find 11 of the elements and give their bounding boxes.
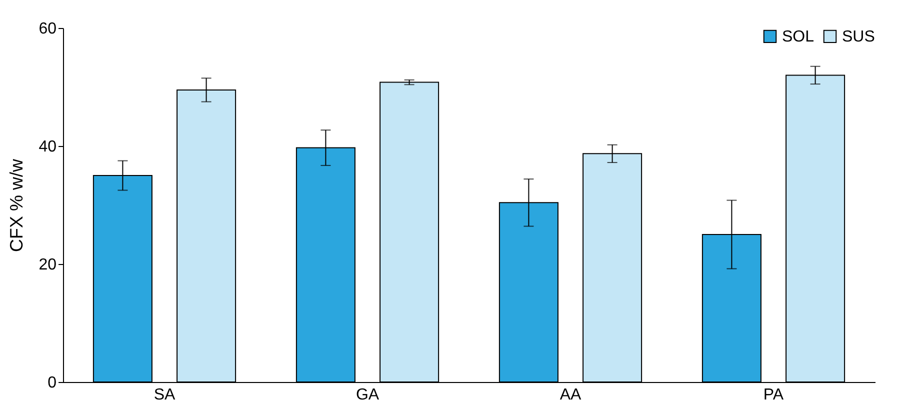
x-tick-label: SA	[154, 386, 176, 404]
x-tick-label: GA	[356, 386, 380, 404]
y-axis-title: CFX % w/w	[6, 158, 27, 252]
legend-label: SOL	[782, 28, 814, 46]
x-tick-label: AA	[560, 386, 582, 404]
y-tick-label: 0	[48, 374, 57, 392]
y-tick-label: 20	[38, 256, 57, 274]
legend-label: SUS	[842, 28, 875, 46]
y-tick-label: 60	[38, 20, 57, 38]
y-tick-label: 40	[38, 138, 57, 156]
x-tick-label: PA	[763, 386, 784, 404]
